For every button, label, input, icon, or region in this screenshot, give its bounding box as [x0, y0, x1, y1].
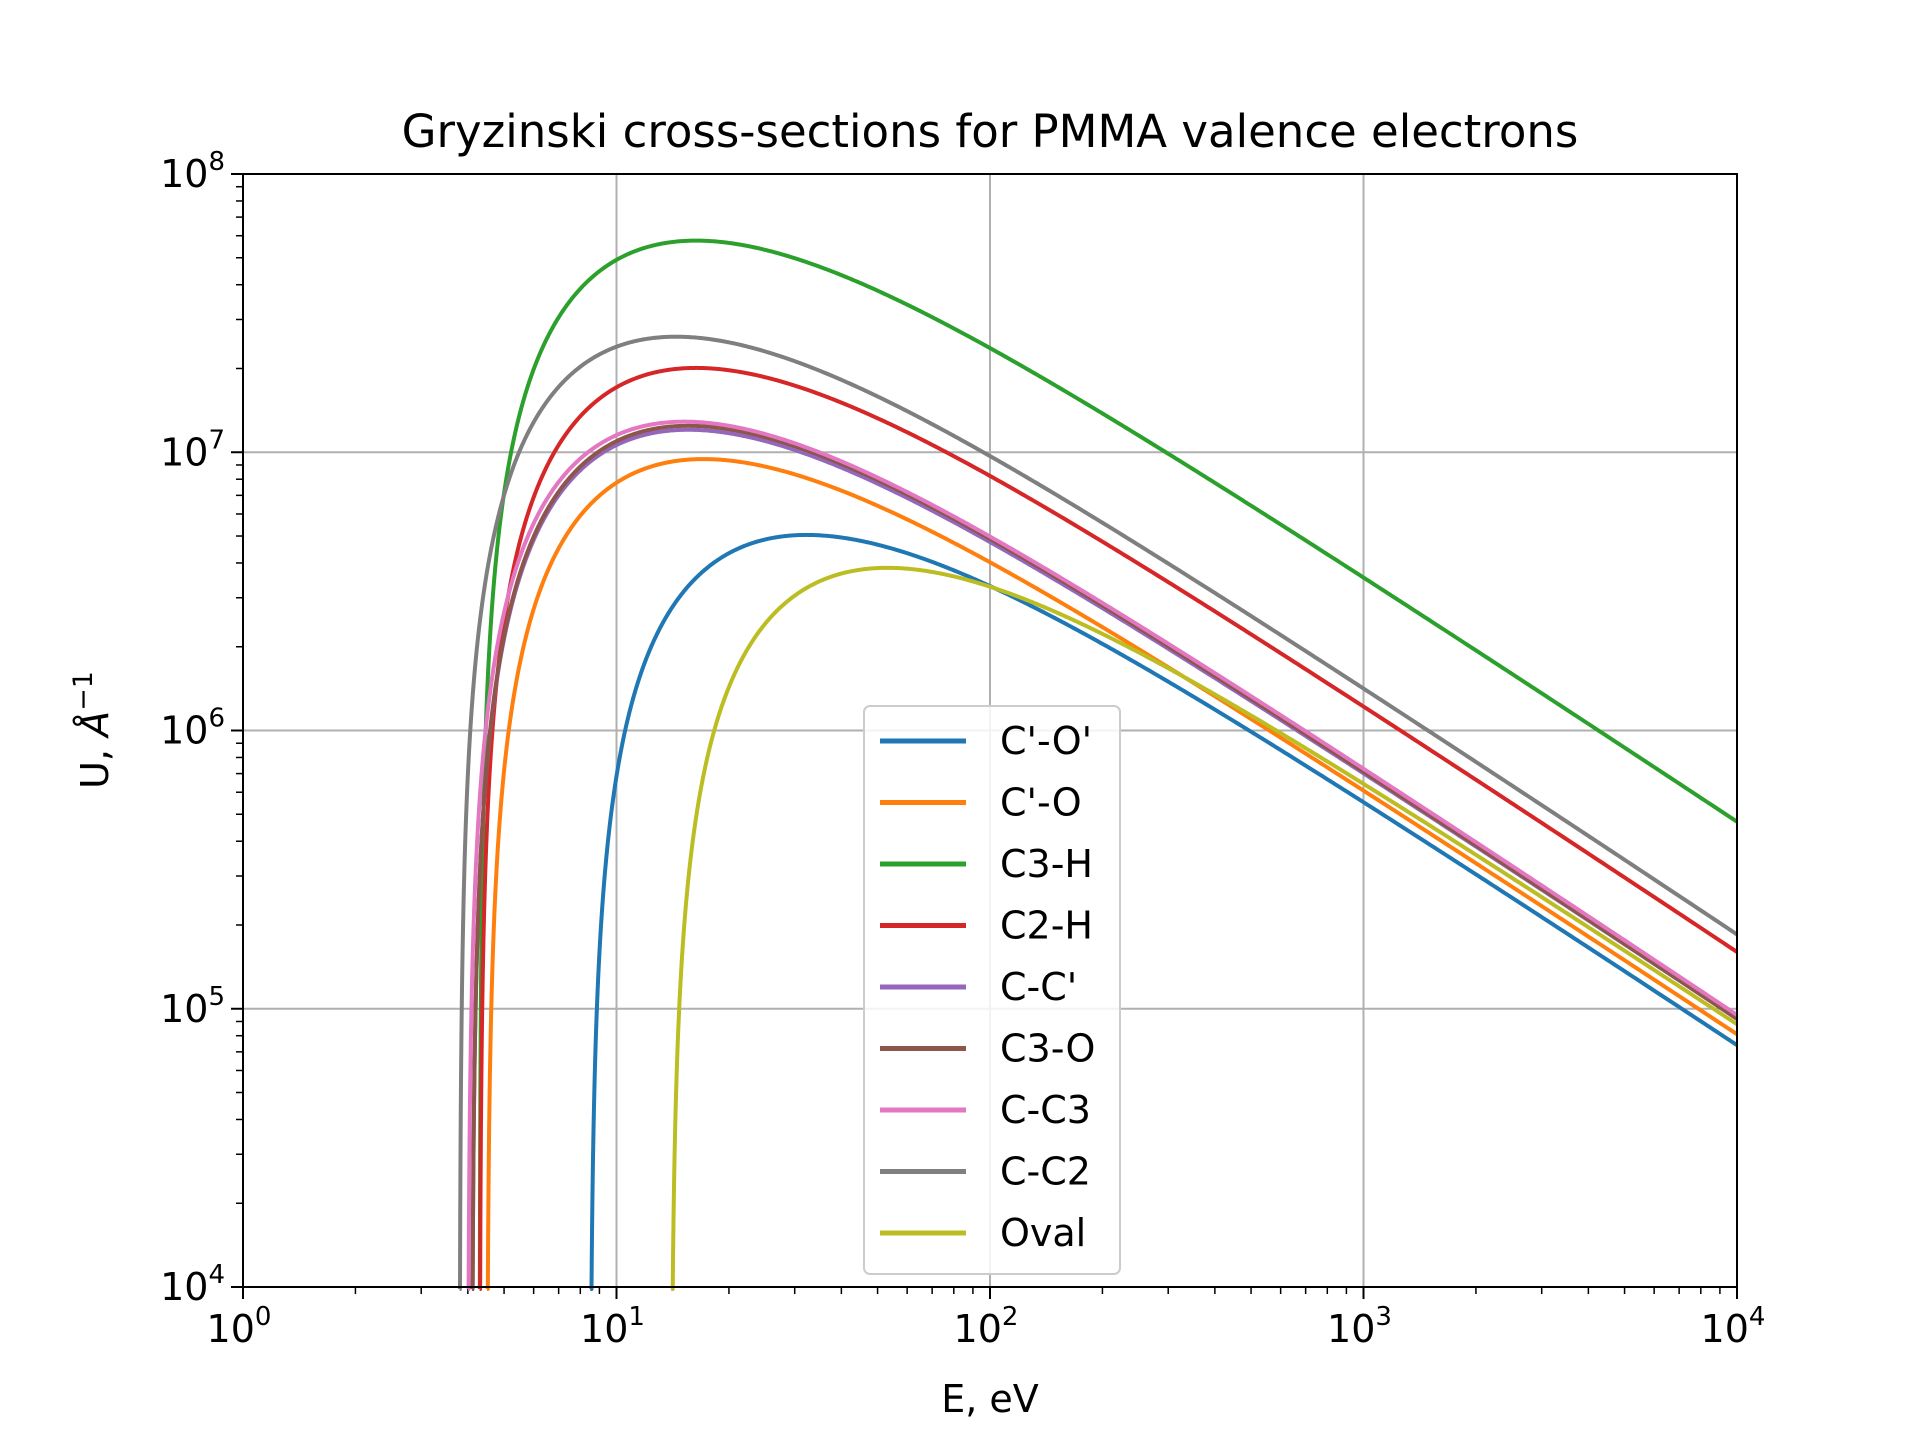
plot-frame: [242, 173, 1738, 1288]
x-tick-label-base: 10: [1701, 1307, 1749, 1351]
y-tick-label-base: 10: [160, 987, 208, 1031]
series-lines: [457, 238, 1739, 1291]
legend-label: C'-O: [1000, 781, 1082, 825]
y-axis-label-unit: Å: [73, 711, 117, 740]
y-tick-label-exponent: 8: [208, 147, 225, 177]
series-line-8: [669, 565, 1739, 1291]
legend-label: C3-O: [1000, 1027, 1095, 1071]
x-tick-label: 103: [1327, 1302, 1392, 1351]
y-tick-label-exponent: 6: [208, 704, 225, 734]
y-tick-label-base: 10: [160, 152, 208, 196]
legend-label: Oval: [1000, 1211, 1086, 1255]
x-tick-label-base: 10: [1327, 1307, 1375, 1351]
x-tick-label-exponent: 4: [1749, 1302, 1766, 1332]
y-tick-label-base: 10: [160, 709, 208, 753]
x-axis-label: E, eV: [941, 1377, 1039, 1421]
y-tick-label-base: 10: [160, 430, 208, 474]
legend-label: C-C': [1000, 965, 1077, 1009]
x-tick-label-exponent: 3: [1375, 1302, 1392, 1332]
series-line-7: [457, 334, 1739, 1291]
y-tick-label: 108: [160, 147, 225, 196]
series-line-5: [469, 423, 1739, 1291]
series-line-0: [588, 532, 1739, 1291]
x-tick-label: 100: [207, 1302, 272, 1351]
y-axis-label-exponent: −1: [68, 671, 99, 711]
x-tick-label: 101: [580, 1302, 645, 1351]
y-tick-label-exponent: 7: [208, 425, 225, 455]
series-line-1: [485, 457, 1739, 1291]
x-tick-label: 104: [1701, 1302, 1766, 1351]
y-tick-label: 106: [160, 704, 225, 753]
x-tick-label-base: 10: [580, 1307, 628, 1351]
y-axis-label-prefix: U,: [73, 737, 117, 789]
y-tick-label-exponent: 5: [208, 982, 225, 1012]
legend-label: C'-O': [1000, 719, 1092, 763]
x-tick-label-exponent: 0: [255, 1302, 272, 1332]
legend: C'-O' C'-O C3-H C2-H C-C' C3-O C-C3 C-C2 Oval: [863, 705, 1121, 1275]
tick-marks: [231, 173, 1738, 1299]
y-tick-label-base: 10: [160, 1265, 208, 1309]
x-tick-label: 102: [954, 1302, 1019, 1351]
y-tick-label-exponent: 4: [208, 1260, 225, 1290]
legend-box: [863, 705, 1121, 1275]
legend-label: C-C2: [1000, 1150, 1091, 1194]
x-tick-label-base: 10: [954, 1307, 1002, 1351]
x-tick-label-base: 10: [207, 1307, 255, 1351]
series-line-3: [477, 365, 1739, 1291]
y-tick-label: 107: [160, 425, 225, 474]
legend-label: C-C3: [1000, 1088, 1091, 1132]
series-line-6: [465, 419, 1739, 1291]
y-tick-label: 104: [160, 1260, 225, 1309]
chart-title: Gryzinski cross-sections for PMMA valenc…: [402, 105, 1579, 158]
x-tick-label-exponent: 2: [1002, 1302, 1019, 1332]
y-axis-label: U, Å−1: [68, 671, 117, 789]
series-line-2: [477, 238, 1739, 1291]
y-tick-label: 105: [160, 982, 225, 1031]
legend-label: C3-H: [1000, 842, 1093, 886]
legend-label: C2-H: [1000, 904, 1093, 948]
x-tick-label-exponent: 1: [628, 1302, 645, 1332]
